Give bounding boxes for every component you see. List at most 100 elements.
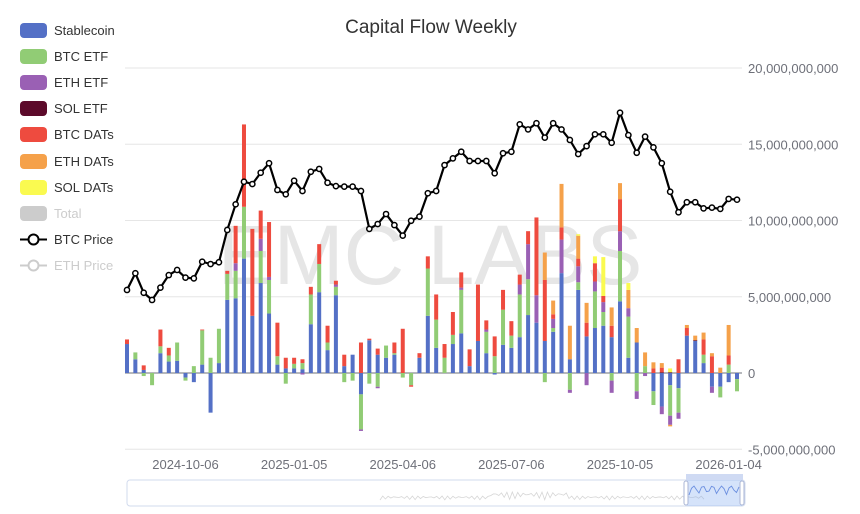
bar-btc-dats[interactable] [342, 354, 347, 367]
btc-price-point[interactable] [508, 148, 515, 156]
bar-eth-dats[interactable] [693, 335, 698, 341]
bar-btc-etf[interactable] [618, 251, 623, 302]
legend-item-btc-price[interactable]: BTC Price [20, 227, 115, 253]
btc-price-point[interactable] [583, 142, 590, 150]
bar-btc-dats[interactable] [300, 359, 305, 364]
bar-eth-dats[interactable] [551, 300, 556, 315]
bar-eth-dats[interactable] [651, 362, 656, 369]
bar-btc-dats[interactable] [317, 244, 322, 264]
bar-eth-dats[interactable] [626, 289, 631, 309]
btc-price-point[interactable] [666, 188, 674, 196]
btc-price-point[interactable] [725, 195, 732, 203]
bar-btc-etf[interactable] [400, 373, 405, 378]
bar-btc-dats[interactable] [141, 365, 146, 370]
bar-btc-dats[interactable] [609, 325, 614, 338]
bar-stablecoin[interactable] [158, 353, 163, 373]
bar-btc-etf[interactable] [492, 356, 497, 373]
bar-eth-etf[interactable] [375, 386, 380, 389]
btc-price-point[interactable] [198, 258, 206, 266]
bar-stablecoin[interactable] [509, 347, 514, 373]
bar-eth-etf[interactable] [626, 308, 631, 317]
bar-btc-dats[interactable] [166, 347, 171, 356]
bar-stablecoin[interactable] [241, 258, 246, 373]
bar-stablecoin[interactable] [275, 364, 280, 373]
btc-price-point[interactable] [215, 258, 223, 266]
bar-btc-etf[interactable] [450, 334, 455, 345]
bar-btc-etf[interactable] [375, 373, 380, 387]
bar-btc-dats[interactable] [333, 280, 338, 285]
bar-stablecoin[interactable] [367, 340, 372, 373]
btc-price-point[interactable] [148, 296, 156, 304]
bar-btc-etf[interactable] [501, 309, 506, 345]
bar-stablecoin[interactable] [693, 340, 698, 373]
bar-stablecoin[interactable] [191, 373, 196, 383]
bar-btc-dats[interactable] [292, 357, 297, 364]
bar-btc-etf[interactable] [267, 279, 272, 314]
bar-btc-etf[interactable] [133, 352, 138, 360]
bar-stablecoin[interactable] [125, 344, 129, 373]
bar-btc-dats[interactable] [651, 368, 656, 373]
bar-stablecoin[interactable] [609, 337, 614, 373]
bar-btc-dats[interactable] [459, 272, 464, 288]
legend-item-btc-etf[interactable]: BTC ETF [20, 43, 115, 69]
bar-stablecoin[interactable] [634, 342, 639, 374]
btc-price-point[interactable] [491, 169, 499, 177]
bar-btc-dats[interactable] [659, 367, 664, 373]
bar-stablecoin[interactable] [250, 315, 255, 373]
bar-stablecoin[interactable] [225, 299, 230, 373]
bar-eth-etf[interactable] [333, 284, 338, 287]
bar-btc-dats[interactable] [726, 355, 731, 365]
bar-eth-etf[interactable] [517, 284, 522, 295]
bar-btc-dats[interactable] [517, 274, 522, 285]
bar-btc-etf[interactable] [275, 356, 280, 365]
bar-btc-dats[interactable] [559, 227, 564, 240]
bar-btc-dats[interactable] [526, 231, 531, 245]
bar-btc-dats[interactable] [375, 348, 380, 355]
bar-eth-etf[interactable] [709, 386, 714, 393]
bar-btc-dats[interactable] [684, 328, 689, 336]
bar-btc-dats[interactable] [601, 295, 606, 303]
legend-item-sol-etf[interactable]: SOL ETF [20, 96, 115, 122]
btc-price-point[interactable] [332, 182, 340, 190]
bar-eth-dats[interactable] [634, 328, 639, 343]
bar-btc-dats[interactable] [267, 222, 272, 277]
btc-price-point[interactable] [641, 133, 649, 140]
bar-btc-dats[interactable] [534, 217, 539, 296]
bar-eth-etf[interactable] [634, 391, 639, 399]
bar-btc-etf[interactable] [409, 373, 414, 386]
btc-price-point[interactable] [591, 130, 599, 138]
bar-btc-etf[interactable] [200, 330, 205, 365]
bar-btc-etf[interactable] [392, 353, 397, 355]
bar-stablecoin[interactable] [434, 347, 439, 373]
btc-price-point[interactable] [675, 208, 682, 216]
legend-item-sol-dats[interactable]: SOL DATs [20, 174, 115, 200]
bar-stablecoin[interactable] [584, 336, 589, 373]
bar-btc-etf[interactable] [434, 319, 439, 348]
bar-eth-dats[interactable] [643, 352, 648, 367]
bar-btc-dats[interactable] [392, 342, 397, 354]
btc-price-point[interactable] [457, 148, 465, 156]
btc-price-point[interactable] [416, 213, 423, 220]
btc-price-point[interactable] [599, 130, 607, 138]
bar-stablecoin[interactable] [684, 335, 689, 373]
bar-btc-dats[interactable] [709, 356, 714, 373]
bar-stablecoin[interactable] [626, 357, 631, 373]
bar-btc-etf[interactable] [191, 366, 196, 373]
bar-eth-etf[interactable] [676, 412, 681, 419]
btc-price-point[interactable] [157, 284, 164, 291]
data-zoom-slider[interactable] [126, 479, 746, 507]
bar-eth-dats[interactable] [726, 324, 731, 356]
bar-btc-dats[interactable] [576, 258, 581, 267]
bar-btc-etf[interactable] [592, 291, 597, 329]
bar-stablecoin[interactable] [467, 366, 472, 373]
bar-eth-dats[interactable] [618, 183, 623, 200]
bar-btc-etf[interactable] [442, 357, 447, 373]
bar-btc-etf[interactable] [701, 354, 706, 364]
btc-price-point[interactable] [708, 204, 716, 211]
bar-stablecoin[interactable] [166, 361, 171, 373]
bar-eth-etf[interactable] [459, 287, 464, 290]
bar-btc-dats[interactable] [241, 124, 246, 207]
bar-stablecoin[interactable] [375, 354, 380, 373]
bar-btc-etf[interactable] [384, 345, 389, 358]
bar-btc-etf[interactable] [367, 373, 372, 384]
